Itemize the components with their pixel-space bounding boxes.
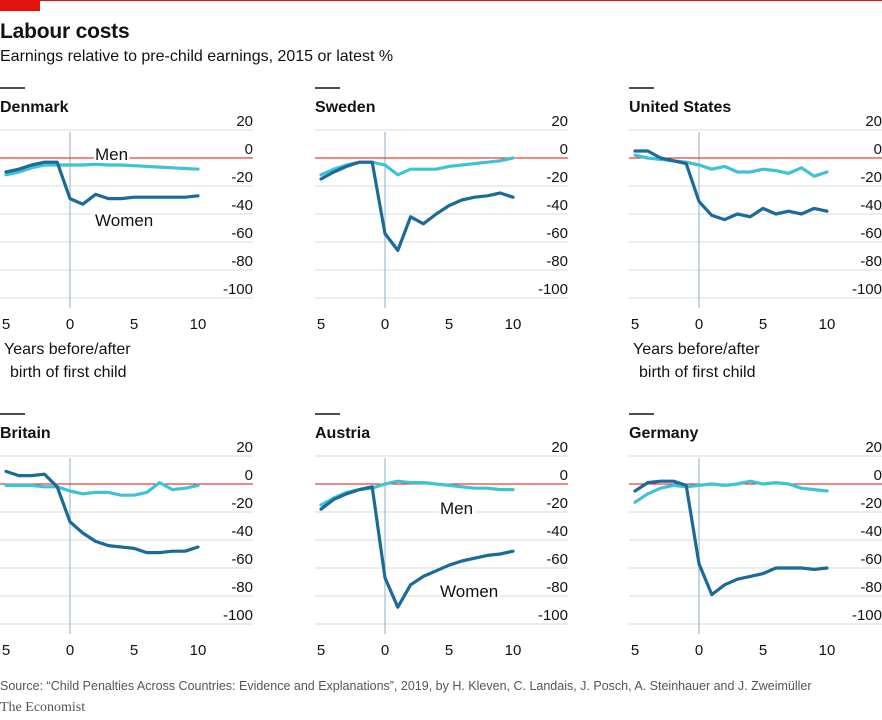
denmark-x-tick-label: 5 [130,316,138,333]
germany-panel-title: Germany [629,425,698,442]
united-states-x-tick-label: 5 [631,316,639,333]
britain-x-tick-label: 0 [66,642,74,659]
denmark-annotation-women: Women [95,211,153,230]
sweden-y-tick-label: -80 [546,253,568,270]
britain-y-tick-label: 20 [236,439,253,456]
germany-series-women [635,481,827,594]
united-states-x-tick-label: 10 [819,316,836,333]
united-states-x-tick-label: 0 [695,316,703,333]
austria-y-tick-label: 0 [560,467,568,484]
austria-y-tick-label: -100 [538,607,568,624]
austria-annotation-men: Men [440,499,473,518]
denmark-y-tick-label: -20 [231,169,253,186]
germany-y-tick-label: -80 [860,579,882,596]
austria-panel-title: Austria [315,425,370,442]
austria-x-tick-label: 5 [445,642,453,659]
britain-y-tick-label: -80 [231,579,253,596]
britain-y-tick-label: -40 [231,523,253,540]
denmark-annotation-men: Men [95,145,128,164]
denmark-y-tick-label: -40 [231,197,253,214]
britain-y-tick-label: -20 [231,495,253,512]
germany-y-tick-label: -20 [860,495,882,512]
britain-panel-title: Britain [0,425,51,442]
united-states-y-tick-label: 0 [874,141,882,158]
sweden-y-tick-label: -40 [546,197,568,214]
austria-y-tick-label: -40 [546,523,568,540]
denmark-y-tick-label: -60 [231,225,253,242]
sweden-panel-title: Sweden [315,99,375,116]
britain-x-tick-label: 5 [2,642,10,659]
sweden-series-women [321,162,513,250]
united-states-y-tick-label: -80 [860,253,882,270]
sweden-x-tick-label: 10 [505,316,522,333]
germany-x-tick-label: 0 [695,642,703,659]
britain-y-tick-label: -100 [223,607,253,624]
austria-x-tick-label: 5 [317,642,325,659]
united-states-y-tick-label: -60 [860,225,882,242]
austria-x-tick-label: 0 [381,642,389,659]
britain-y-tick-label: 0 [245,467,253,484]
britain-x-tick-label: 5 [130,642,138,659]
sweden-y-tick-label: 0 [560,141,568,158]
germany-y-tick-label: 20 [865,439,882,456]
denmark-y-tick-label: -100 [223,281,253,298]
germany-x-tick-label: 10 [819,642,836,659]
sweden-x-tick-label: 5 [445,316,453,333]
austria-annotation-women: Women [440,582,498,601]
denmark-y-tick-label: -80 [231,253,253,270]
denmark-x-axis-label-line1: Years before/after [4,341,131,358]
denmark-x-axis-label-line2: birth of first child [10,364,126,381]
denmark-y-tick-label: 20 [236,113,253,130]
sweden-y-tick-label: -20 [546,169,568,186]
austria-y-tick-label: -60 [546,551,568,568]
denmark-x-tick-label: 0 [66,316,74,333]
austria-y-tick-label: 20 [551,439,568,456]
denmark-y-tick-label: 0 [245,141,253,158]
denmark-x-tick-label: 5 [2,316,10,333]
united-states-y-tick-label: 20 [865,113,882,130]
united-states-y-tick-label: -100 [852,281,882,298]
austria-y-tick-label: -20 [546,495,568,512]
denmark-panel-title: Denmark [0,99,69,116]
united-states-x-axis-label-line2: birth of first child [639,364,755,381]
germany-y-tick-label: 0 [874,467,882,484]
united-states-y-tick-label: -40 [860,197,882,214]
united-states-x-axis-label-line1: Years before/after [633,341,760,358]
sweden-y-tick-label: -60 [546,225,568,242]
united-states-x-tick-label: 5 [759,316,767,333]
germany-y-tick-label: -40 [860,523,882,540]
germany-y-tick-label: -100 [852,607,882,624]
germany-x-tick-label: 5 [759,642,767,659]
sweden-x-tick-label: 0 [381,316,389,333]
britain-y-tick-label: -60 [231,551,253,568]
sweden-y-tick-label: -100 [538,281,568,298]
germany-y-tick-label: -60 [860,551,882,568]
austria-x-tick-label: 10 [505,642,522,659]
germany-x-tick-label: 5 [631,642,639,659]
austria-y-tick-label: -80 [546,579,568,596]
denmark-x-tick-label: 10 [190,316,207,333]
small-multiples-charts: Denmark 20 0 -20 -40 -60 -80 -100 5 0 5 10 Years bef… [0,0,882,720]
sweden-y-tick-label: 20 [551,113,568,130]
brand-label: The Economist [0,700,85,716]
britain-x-tick-label: 10 [190,642,207,659]
sweden-x-tick-label: 5 [317,316,325,333]
united-states-y-tick-label: -20 [860,169,882,186]
united-states-panel-title: United States [629,99,731,116]
source-note: Source: “Child Penalties Across Countrie… [0,679,812,693]
